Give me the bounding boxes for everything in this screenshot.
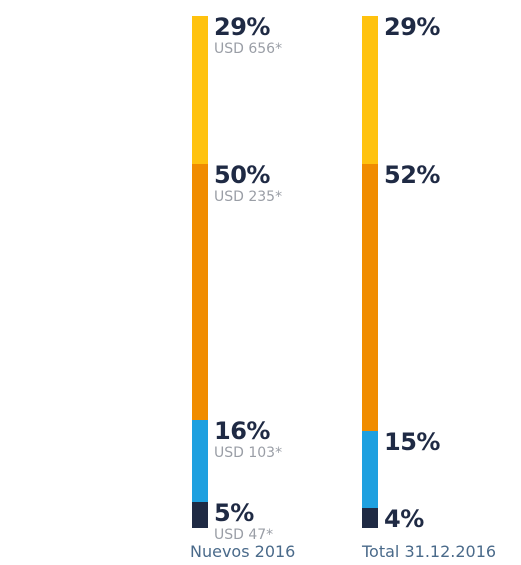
amount-label: USD 656* (214, 41, 283, 57)
bar-stack-1 (362, 16, 378, 528)
segment-label: 29% (384, 14, 440, 40)
bar-segment (192, 16, 208, 164)
percent-label: 5% (214, 499, 254, 527)
segment-label: 4% (384, 506, 424, 532)
percent-label: 52% (384, 161, 440, 189)
percent-label: 29% (384, 13, 440, 41)
bar-segment (362, 16, 378, 164)
amount-label: USD 103* (214, 445, 283, 461)
amount-label: USD 235* (214, 189, 283, 205)
segment-label: 5% USD 47* (214, 500, 273, 544)
bar-segment (192, 502, 208, 528)
bar-segment (192, 420, 208, 502)
segment-label: 15% (384, 429, 440, 455)
segment-label: 52% (384, 162, 440, 188)
segment-label: 29% USD 656* (214, 14, 282, 58)
bar-segment (362, 431, 378, 508)
percent-label: 4% (384, 505, 424, 533)
segment-label: 16% USD 103* (214, 418, 282, 462)
bar-segment (362, 508, 378, 528)
category-label: Nuevos 2016 (190, 542, 296, 561)
segment-label: 50% USD 235* (214, 162, 282, 206)
percent-label: 16% (214, 417, 270, 445)
bar-segment (192, 164, 208, 420)
amount-label: USD 47* (214, 527, 274, 543)
percent-label: 15% (384, 428, 440, 456)
bar-segment (362, 164, 378, 431)
percent-label: 50% (214, 161, 270, 189)
percent-label: 29% (214, 13, 270, 41)
bar-stack-0 (192, 16, 208, 528)
category-label: Total 31.12.2016 (362, 542, 497, 561)
